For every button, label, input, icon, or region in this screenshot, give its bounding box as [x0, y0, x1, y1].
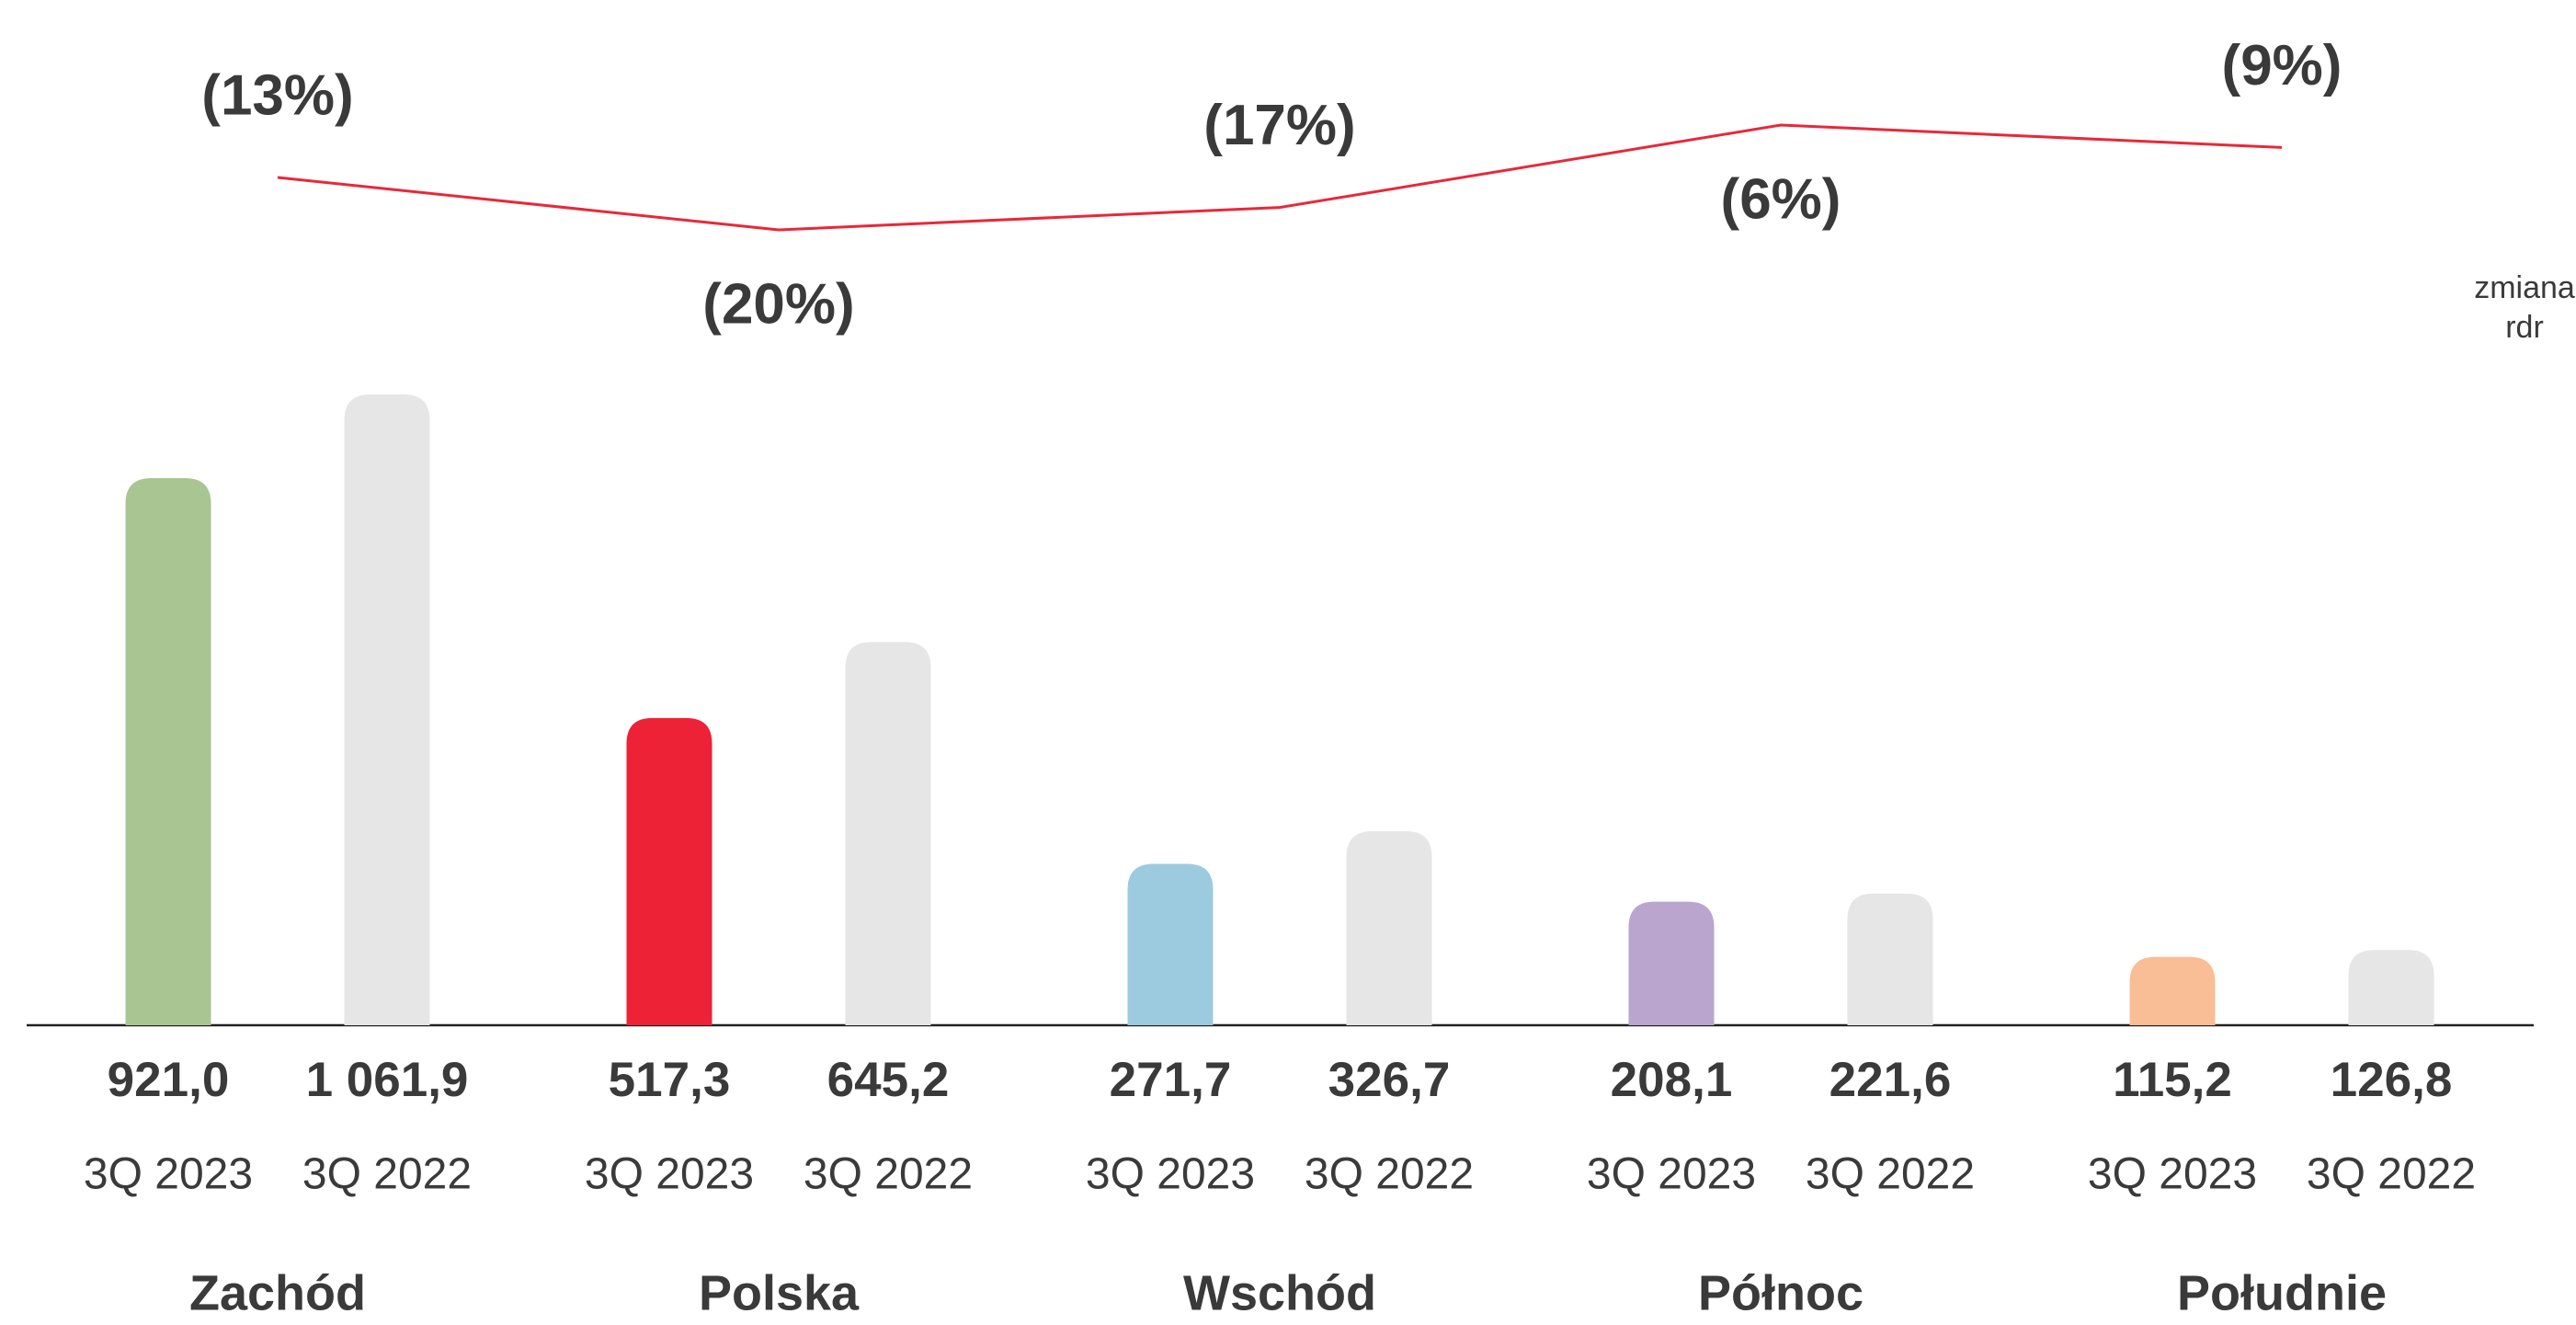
value-label: 921,0	[108, 1053, 230, 1107]
change-label: (17%)	[1203, 94, 1355, 157]
series-label: 3Q 2022	[302, 1150, 472, 1199]
series-label: 3Q 2022	[804, 1150, 973, 1199]
category-label: Północ	[1698, 1265, 1864, 1320]
value-label: 326,7	[1328, 1053, 1451, 1107]
change-label: (20%)	[702, 272, 854, 336]
value-label: 208,1	[1611, 1053, 1733, 1107]
change-label: (6%)	[1721, 167, 1841, 231]
bar	[2129, 956, 2216, 1025]
bar	[1847, 893, 1933, 1025]
category-label: Polska	[699, 1265, 860, 1320]
bar	[1127, 863, 1214, 1025]
value-label: 645,2	[827, 1053, 950, 1107]
value-label: 517,3	[609, 1053, 731, 1107]
series-label: 3Q 2022	[2307, 1150, 2476, 1199]
change-line	[277, 123, 2283, 232]
series-label: 3Q 2022	[1305, 1150, 1474, 1199]
series-label: 3Q 2023	[2088, 1150, 2257, 1199]
value-label: 1 061,9	[306, 1053, 469, 1107]
line-legend: zmiana rdr	[2474, 270, 2575, 345]
value-label: 126,8	[2331, 1053, 2453, 1107]
value-label: 221,6	[1829, 1053, 1952, 1107]
bar	[845, 642, 931, 1025]
category-label: Zachód	[189, 1265, 366, 1320]
value-label: 271,7	[1110, 1053, 1232, 1107]
bar	[1628, 901, 1715, 1025]
series-label: 3Q 2023	[1587, 1150, 1756, 1199]
bar	[1346, 830, 1432, 1025]
change-label: (13%)	[201, 63, 353, 127]
series-label: 3Q 2022	[1806, 1150, 1975, 1199]
series-label: 3Q 2023	[84, 1150, 253, 1199]
series-label: 3Q 2023	[585, 1150, 754, 1199]
value-label: 115,2	[2113, 1053, 2232, 1107]
category-label: Wschód	[1183, 1265, 1376, 1320]
category-label: Południe	[2177, 1265, 2387, 1320]
bar	[125, 478, 211, 1025]
bar	[344, 394, 430, 1025]
bar	[626, 717, 712, 1025]
bar	[2348, 950, 2434, 1025]
series-label: 3Q 2023	[1086, 1150, 1255, 1199]
change-label: (9%)	[2222, 34, 2342, 97]
